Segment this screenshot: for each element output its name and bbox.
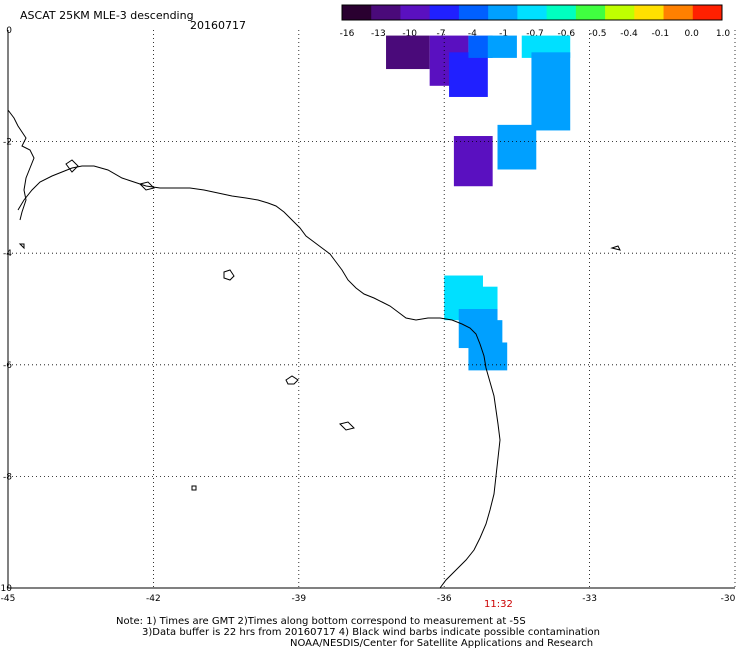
colorbar-label: -16	[340, 29, 355, 39]
swath-cell	[449, 52, 488, 97]
swath-cell	[386, 35, 430, 70]
footer-credit: NOAA/NESDIS/Center for Satellite Applica…	[290, 638, 594, 649]
footer-note-line2: 3)Data buffer is 22 hrs from 20160717 4)…	[142, 627, 600, 638]
colorbar: -16 -13 -10 -7 -4 -1 -0.7 -0.6 -0.5 -0.4 -0.1 0.0 1.…	[340, 4, 731, 39]
island-4	[191, 485, 197, 491]
island-6	[18, 243, 25, 250]
colorbar-label: -0.4	[620, 29, 638, 39]
x-tick-label: -33	[582, 594, 597, 604]
colorbar-frame	[341, 4, 723, 21]
colorbar-label: 1.0	[716, 29, 731, 39]
time-label: 11:32	[484, 599, 513, 610]
swath-cell	[453, 136, 493, 187]
colorbar-swatch	[342, 5, 372, 20]
lat-lon-grid: 0-2-4-6-8-10-45-42-39-36-33-30	[0, 26, 736, 604]
swath-cell	[497, 124, 537, 170]
colorbar-swatch	[429, 5, 460, 20]
x-tick-label: -45	[1, 594, 16, 604]
swath-cell	[468, 35, 493, 58]
colorbar-swatch	[575, 5, 606, 20]
swath-cell	[487, 35, 517, 58]
footer-note-line1: Note: 1) Times are GMT 2)Times along bot…	[116, 616, 526, 627]
coastline	[7, 109, 621, 589]
colorbar-swatch	[488, 5, 518, 20]
colorbar-swatch	[371, 5, 401, 20]
swath-cells	[386, 35, 571, 371]
island-3	[339, 421, 355, 431]
colorbar-label: 0.0	[685, 29, 700, 39]
colorbar-label: -0.6	[558, 29, 576, 39]
colorbar-label: -4	[468, 29, 477, 39]
colorbar-label: -13	[371, 29, 386, 39]
colorbar-label: -0.5	[589, 29, 607, 39]
x-tick-label: -36	[437, 594, 452, 604]
island-8	[139, 181, 155, 191]
colorbar-swatch	[663, 5, 694, 20]
x-tick-label: -39	[291, 594, 306, 604]
colorbar-swatch	[517, 5, 548, 20]
colorbar-label: -1	[499, 29, 508, 39]
product-date: 20160717	[190, 19, 246, 32]
island-1	[223, 269, 235, 281]
colorbar-label: -10	[402, 29, 417, 39]
colorbar-swatch	[400, 5, 431, 20]
swath-cell	[468, 342, 508, 371]
island-2	[285, 375, 299, 385]
colorbar-swatch	[605, 5, 635, 20]
colorbar-label: -0.1	[652, 29, 670, 39]
swath-cell	[531, 52, 571, 131]
island-5	[610, 245, 621, 251]
colorbar-swatch	[692, 5, 723, 20]
colorbar-label: -0.7	[526, 29, 544, 39]
product-title: ASCAT 25KM MLE-3 descending	[20, 9, 194, 22]
island-7	[65, 159, 79, 173]
x-tick-label: -30	[721, 594, 736, 604]
x-tick-label: -42	[146, 594, 161, 604]
colorbar-swatch	[634, 5, 665, 20]
colorbar-swatch	[546, 5, 577, 20]
colorbar-label: -7	[437, 29, 446, 39]
colorbar-swatch	[458, 5, 489, 20]
swath-cell	[473, 286, 498, 309]
coastline-main	[17, 165, 501, 589]
y-tick-label: -10	[0, 584, 12, 594]
y-tick-label: 0	[6, 26, 12, 36]
coastline-north	[7, 109, 35, 221]
